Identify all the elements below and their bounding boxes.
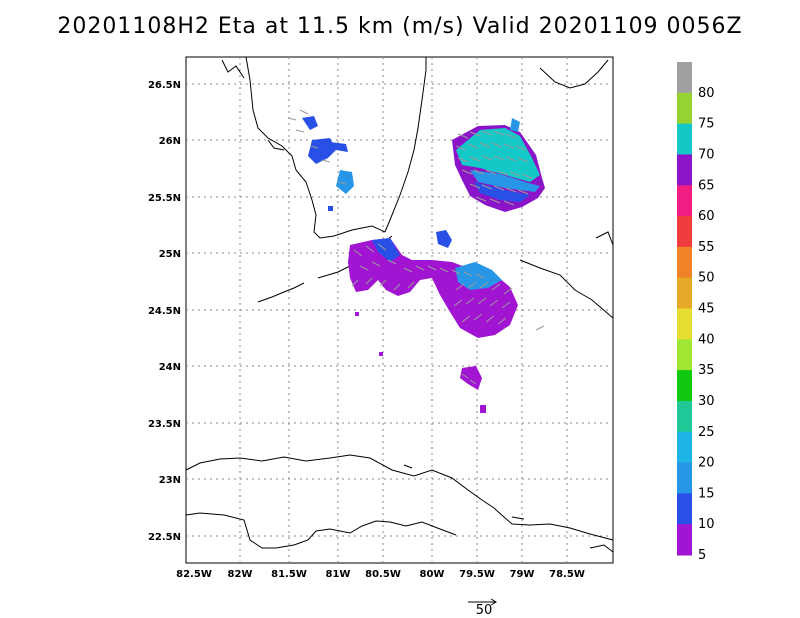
color-bar: 80 75 70 65 60 55 50 45 40 35 30 25 20 15 10 5 [677, 62, 715, 563]
lat-label-25.5n: 25.5N [148, 193, 181, 204]
color-bar-swatch [677, 92, 692, 125]
color-bar-label: 25 [698, 425, 715, 440]
color-bar-swatch [677, 493, 692, 525]
lon-label-81w: 81W [326, 569, 351, 580]
color-bar-label: 20 [698, 456, 715, 471]
color-bar-label: 50 [698, 271, 715, 286]
lon-label-80.5w: 80.5W [365, 569, 401, 580]
color-bar-label: 40 [698, 332, 715, 347]
color-bar-swatch [677, 123, 692, 155]
lat-label-26n: 26N [159, 136, 181, 147]
color-bar-swatch [677, 277, 692, 309]
lon-label-81.5w: 81.5W [271, 569, 307, 580]
lon-label-79w: 79W [510, 569, 535, 580]
map-title: 20201108H2 Eta at 11.5 km (m/s) Valid 20… [57, 14, 743, 39]
color-bar-label: 70 [698, 147, 715, 162]
color-bar-swatch [677, 308, 692, 340]
lat-label-26.5n: 26.5N [148, 80, 181, 91]
lat-label-25n: 25N [159, 249, 181, 260]
grid-lines [186, 57, 613, 563]
color-bar-swatch [677, 246, 692, 279]
color-bar-label: 45 [698, 302, 715, 317]
latitude-labels: 26.5N 26N 25.5N 25N 24.5N 24N 23.5N 23N … [148, 80, 181, 543]
color-bar-label: 10 [698, 517, 715, 532]
color-bar-label: 35 [698, 363, 715, 378]
lon-label-82.5w: 82.5W [176, 569, 212, 580]
color-bar-label: 65 [698, 178, 715, 193]
color-bar-swatch [677, 524, 692, 556]
color-bar-label: 80 [698, 86, 715, 101]
color-bar-label: 75 [698, 117, 715, 132]
reference-arrow-head [490, 598, 497, 606]
map-frame [185, 56, 614, 564]
lon-label-80w: 80W [420, 569, 445, 580]
color-bar-swatch [677, 185, 692, 217]
color-bar-swatch [677, 216, 692, 248]
coastlines [185, 56, 614, 553]
color-bar-label: 55 [698, 240, 715, 255]
color-bar-swatch [677, 462, 692, 494]
lon-label-79.5w: 79.5W [459, 569, 495, 580]
color-bar-label: 30 [698, 394, 715, 409]
lat-label-24.5n: 24.5N [148, 306, 181, 317]
lat-label-23n: 23N [159, 475, 181, 486]
color-bar-swatch [677, 370, 692, 402]
wind-vectors [287, 109, 545, 385]
vector-legend: 50 [468, 598, 497, 618]
lon-label-78.5w: 78.5W [549, 569, 585, 580]
lat-label-23.5n: 23.5N [148, 419, 181, 430]
vector-legend-label: 50 [476, 603, 493, 618]
color-bar-label: 15 [698, 486, 715, 501]
color-bar-swatch [677, 400, 692, 433]
color-bar-swatch [677, 431, 692, 464]
lon-label-82w: 82W [228, 569, 253, 580]
longitude-labels: 82.5W 82W 81.5W 81W 80.5W 80W 79.5W 79W … [176, 569, 585, 580]
color-bar-swatch [677, 339, 692, 371]
color-bar-swatch [677, 154, 692, 186]
lat-label-22.5n: 22.5N [148, 532, 181, 543]
color-bar-label: 5 [698, 548, 706, 563]
color-bar-label: 60 [698, 209, 715, 224]
color-bar-swatch [677, 62, 692, 94]
lat-label-24n: 24N [159, 362, 181, 373]
